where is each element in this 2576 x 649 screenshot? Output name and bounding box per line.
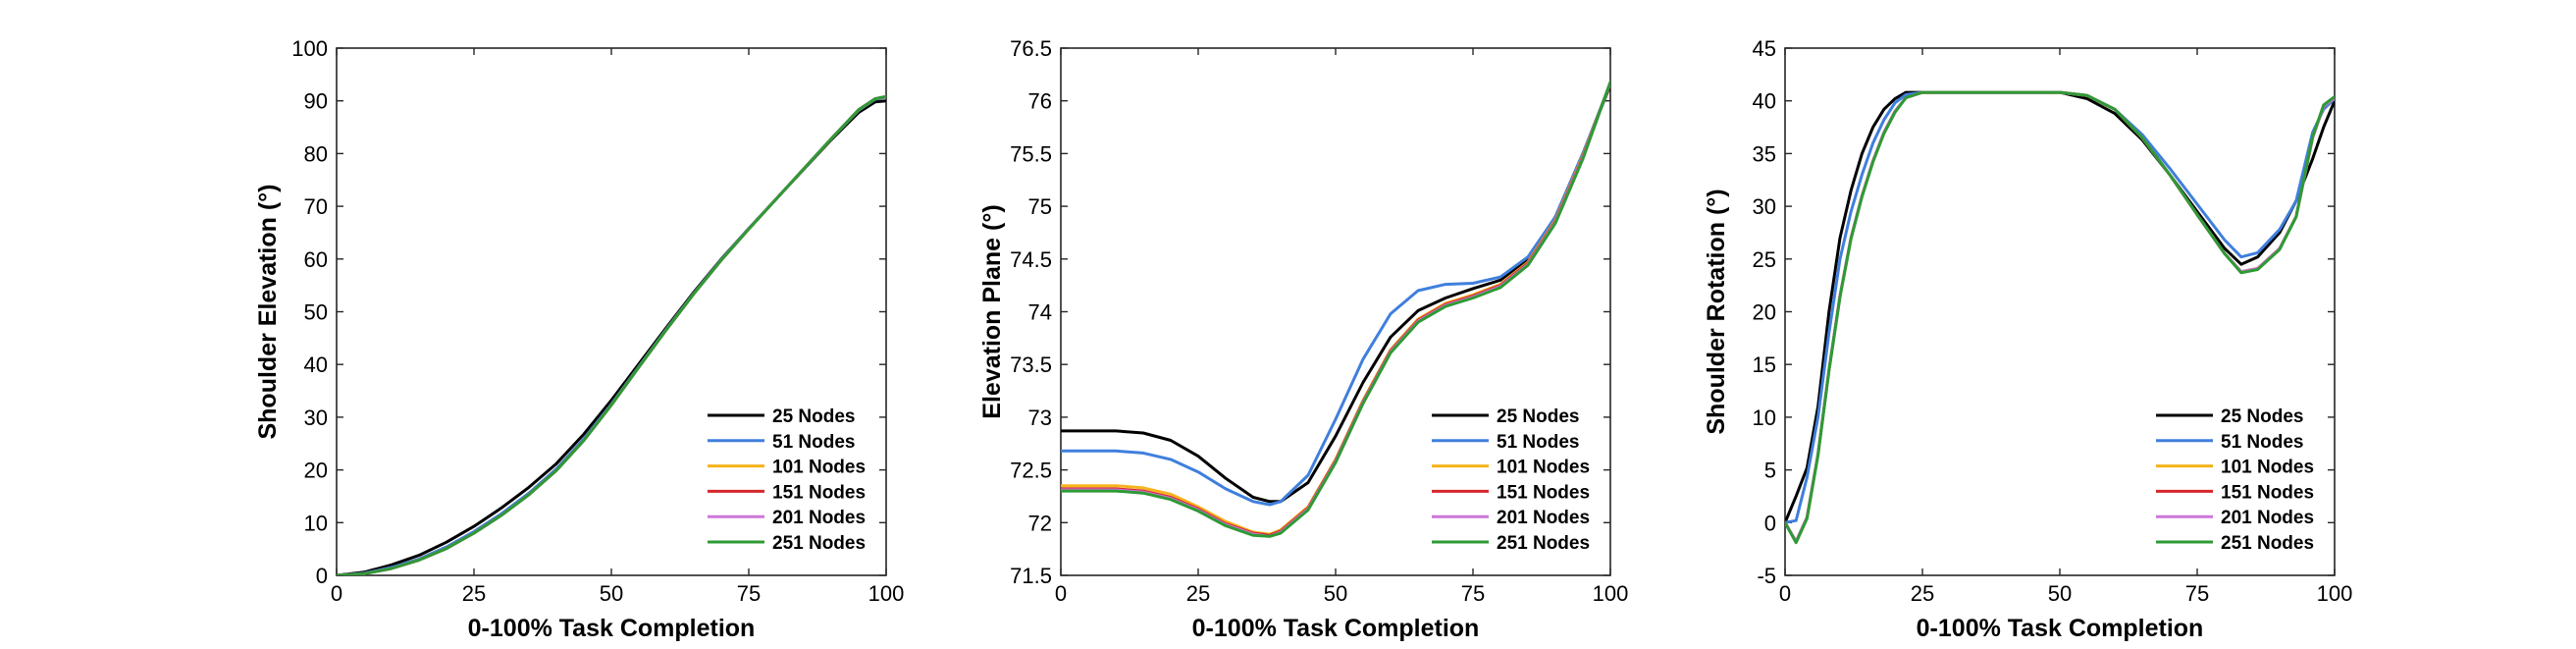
y-tick-label: 76 [1028, 89, 1052, 114]
y-tick-label: 5 [1764, 459, 1776, 483]
y-tick-label: 10 [304, 511, 328, 535]
legend: 25 Nodes 51 Nodes 101 Nodes 151 Nodes 201 No… [708, 406, 866, 554]
y-tick-label: 20 [1753, 300, 1776, 325]
x-tick-label: 50 [1324, 581, 1347, 606]
y-tick-label: 75 [1028, 194, 1052, 219]
y-tick-label: 25 [1753, 247, 1776, 272]
y-tick-label: -5 [1757, 564, 1776, 588]
axes-box [1060, 47, 1611, 576]
y-tick-label: 74 [1028, 300, 1052, 325]
series-group [1785, 90, 2335, 545]
y-tick-label: 0 [1764, 511, 1776, 535]
series-group [1061, 80, 1610, 538]
x-tick-label: 100 [1593, 581, 1629, 606]
legend: 25 Nodes 51 Nodes 101 Nodes 151 Nodes 201 No… [2156, 406, 2314, 554]
y-tick-label: 35 [1753, 141, 1776, 166]
y-tick-label: 70 [304, 194, 328, 219]
x-tick-label: 25 [1186, 581, 1210, 606]
series-line-251-nodes [337, 94, 886, 575]
legend-entry: 251 Nodes [2221, 533, 2314, 554]
y-tick-label: 50 [304, 300, 328, 325]
y-tick-label: 72.5 [1010, 459, 1052, 483]
y-axis-label: Elevation Plane (°) [978, 204, 1006, 418]
y-tick-label: 74.5 [1010, 247, 1052, 272]
legend-entry: 25 Nodes [772, 406, 855, 427]
y-tick-label: 0 [316, 564, 328, 588]
legend-entry: 51 Nodes [2221, 432, 2303, 453]
x-tick-label: 75 [2185, 581, 2209, 606]
legend-entry: 201 Nodes [772, 508, 866, 528]
x-tick-label: 25 [462, 581, 486, 606]
x-axis-label: 0-100% Task Completion [468, 615, 756, 642]
legend-entry: 51 Nodes [772, 432, 855, 453]
y-tick-label: 30 [1753, 194, 1776, 219]
x-tick-label: 75 [1461, 581, 1485, 606]
y-tick-label: 60 [304, 247, 328, 272]
legend-entry: 25 Nodes [2221, 406, 2303, 427]
y-tick-label: 15 [1753, 352, 1776, 377]
legend-entry: 251 Nodes [772, 533, 866, 554]
y-tick-label: 45 [1753, 36, 1776, 61]
y-tick-label: 100 [291, 36, 328, 61]
legend-entry: 101 Nodes [2221, 458, 2314, 478]
x-tick-label: 50 [2048, 581, 2072, 606]
x-tick-label: 75 [737, 581, 761, 606]
series-line-51-nodes [1061, 81, 1610, 507]
legend-entry: 201 Nodes [2221, 508, 2314, 528]
y-tick-label: 90 [304, 89, 328, 114]
x-tick-label: 50 [600, 581, 623, 606]
x-tick-label: 0 [331, 581, 342, 606]
y-tick-label: 20 [304, 459, 328, 483]
series-line-251-nodes [1785, 90, 2335, 545]
series-line-251-nodes [1061, 80, 1610, 538]
y-tick-label: 30 [304, 406, 328, 430]
x-tick-label: 0 [1055, 581, 1067, 606]
legend-entry: 151 Nodes [1497, 482, 1590, 503]
legend-entry: 151 Nodes [2221, 482, 2314, 503]
y-tick-label: 40 [304, 352, 328, 377]
legend-entry: 25 Nodes [1497, 406, 1579, 427]
legend-entry: 101 Nodes [772, 458, 866, 478]
legend-entry: 51 Nodes [1497, 432, 1579, 453]
y-tick-label: 71.5 [1010, 564, 1052, 588]
axes-box [336, 47, 887, 576]
legend-entry: 101 Nodes [1497, 458, 1590, 478]
y-tick-label: 73.5 [1010, 352, 1052, 377]
legend: 25 Nodes 51 Nodes 101 Nodes 151 Nodes 201 No… [1432, 406, 1590, 554]
y-tick-label: 40 [1753, 89, 1776, 114]
legend-entry: 201 Nodes [1497, 508, 1590, 528]
x-axis-label: 0-100% Task Completion [1192, 615, 1480, 642]
x-tick-label: 100 [868, 581, 905, 606]
x-tick-label: 0 [1779, 581, 1791, 606]
x-axis-label: 0-100% Task Completion [1917, 615, 2204, 642]
chart-panel-2: 0 25 50 75 100 71.5 72 72.5 73 73.5 74 74.5 75 75.5 76… [978, 36, 1628, 642]
x-tick-label: 25 [1911, 581, 1934, 606]
x-tick-label: 100 [2317, 581, 2353, 606]
y-axis-label: Shoulder Rotation (°) [1703, 189, 1730, 434]
chart-panel-1: 0 25 50 75 100 0 10 20 30 40 50 60 70 80 90 100 0-100% T… [254, 36, 904, 642]
y-axis-label: Shoulder Elevation (°) [254, 184, 282, 439]
y-tick-label: 73 [1028, 406, 1052, 430]
y-tick-label: 76.5 [1010, 36, 1052, 61]
legend-entry: 251 Nodes [1497, 533, 1590, 554]
legend-entry: 151 Nodes [772, 482, 866, 503]
y-tick-label: 75.5 [1010, 141, 1052, 166]
y-tick-label: 72 [1028, 511, 1052, 535]
y-tick-label: 10 [1753, 406, 1776, 430]
series-line-25-nodes [1061, 83, 1610, 504]
y-tick-label: 80 [304, 141, 328, 166]
series-group [337, 94, 886, 575]
